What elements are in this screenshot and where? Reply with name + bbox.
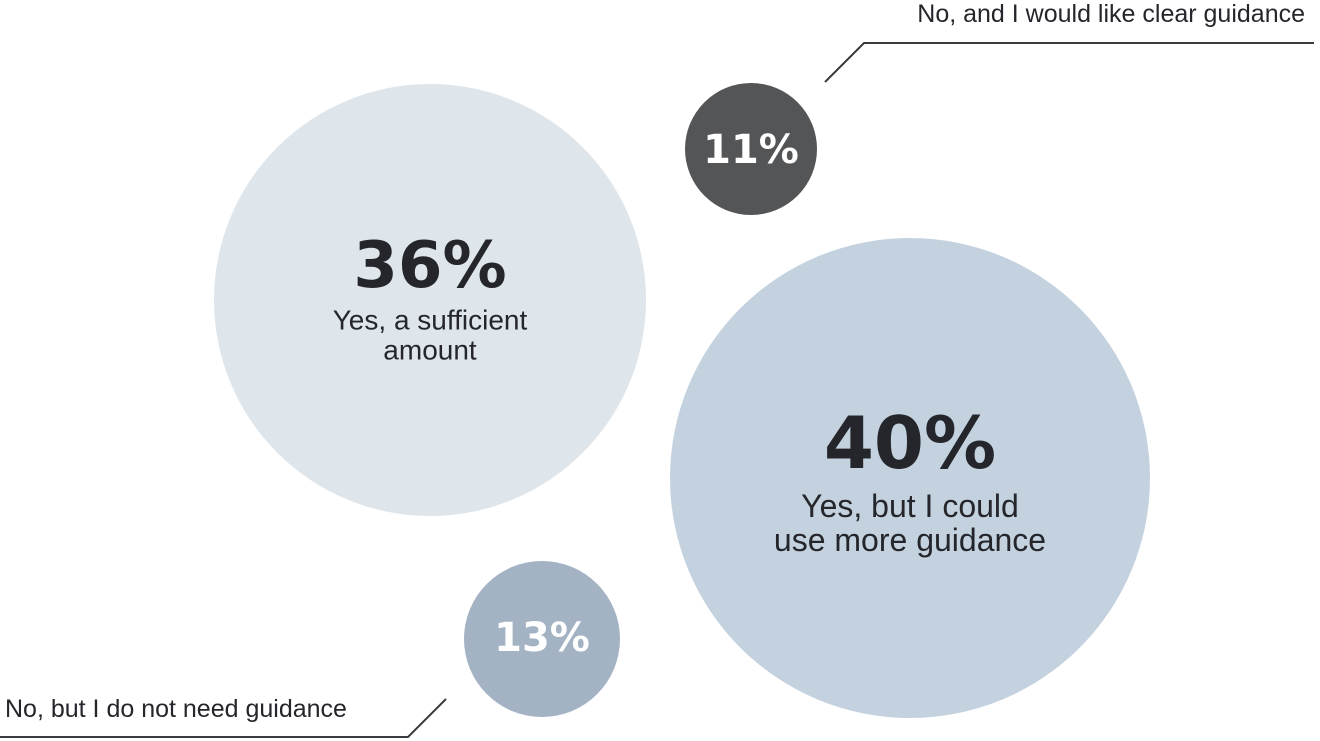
bubble-percent-label: 36% <box>353 229 506 303</box>
bubble-percent-label: 40% <box>824 401 996 485</box>
callout-leader-line <box>0 698 447 738</box>
bubble-description-line: amount <box>383 335 477 366</box>
callout-13: No, but I do not need guidance <box>0 695 447 738</box>
callout-leader-line <box>824 42 1314 83</box>
bubble-description-line: use more guidance <box>774 522 1046 558</box>
bubble-circle <box>685 83 817 215</box>
bubble-description-line: Yes, but I could <box>801 488 1019 524</box>
bubble-circle <box>214 84 646 516</box>
callout-label: No, but I do not need guidance <box>5 695 347 723</box>
callout-11: No, and I would like clear guidance <box>824 0 1314 83</box>
bubble-circle <box>670 238 1150 718</box>
callout-label: No, and I would like clear guidance <box>917 0 1305 28</box>
bubble-13: 13% <box>464 561 620 717</box>
bubble-percent-label: 11% <box>703 127 799 173</box>
bubble-11: 11% <box>685 83 817 215</box>
bubble-description-line: Yes, a sufficient <box>333 305 528 336</box>
bubble-circle <box>464 561 620 717</box>
bubble-percent-label: 13% <box>494 615 590 661</box>
